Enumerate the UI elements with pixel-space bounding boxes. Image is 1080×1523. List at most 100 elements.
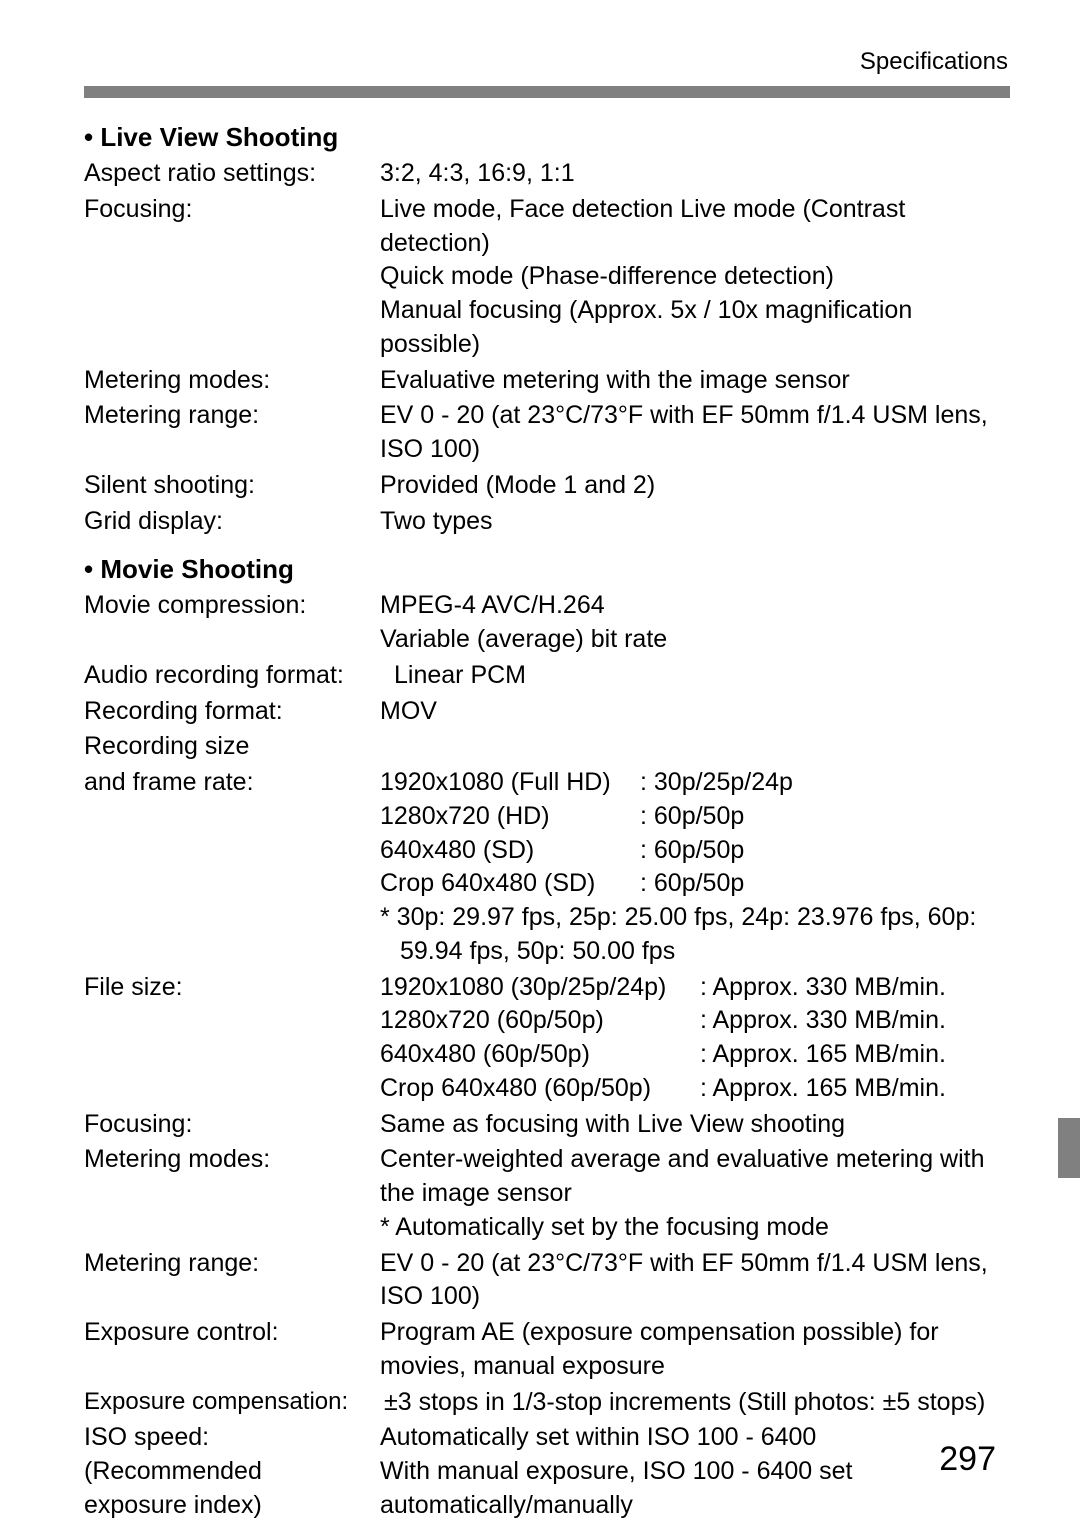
- section-live-view-title: • Live View Shooting: [84, 122, 1010, 153]
- line: EV 0 - 20 (at 23°C/73°F with EF 50mm f/1…: [380, 1247, 1010, 1281]
- c: 1280x720 (60p/50p): [380, 1004, 700, 1038]
- value: Automatically set within ISO 100 - 6400 …: [380, 1421, 1010, 1522]
- line: ISO speed:: [84, 1421, 380, 1455]
- c: : 30p/25p/24p: [640, 766, 793, 800]
- label: Focusing:: [84, 193, 380, 227]
- label: and frame rate:: [84, 766, 380, 800]
- row-exposure-control: Exposure control: Program AE (exposure c…: [84, 1316, 1010, 1384]
- label: Focusing:: [84, 1108, 380, 1142]
- c: : 60p/50p: [640, 800, 793, 834]
- line: Quick mode (Phase-difference detection): [380, 260, 1010, 294]
- c: : Approx. 330 MB/min.: [700, 1004, 946, 1038]
- line: EV 0 - 20 (at 23°C/73°F with EF 50mm f/1…: [380, 399, 1010, 433]
- row-rec-size-l1: Recording size: [84, 730, 1010, 764]
- row-exposure-comp: Exposure compensation: ±3 stops in 1/3-s…: [84, 1386, 1010, 1420]
- c: 640x480 (60p/50p): [380, 1038, 700, 1072]
- value: MPEG-4 AVC/H.264 Variable (average) bit …: [380, 589, 1010, 657]
- row-metering-range: Metering range: EV 0 - 20 (at 23°C/73°F …: [84, 399, 1010, 467]
- label: Aspect ratio settings:: [84, 157, 380, 191]
- header-title: Specifications: [84, 48, 1010, 76]
- line: Variable (average) bit rate: [380, 623, 1010, 657]
- value: EV 0 - 20 (at 23°C/73°F with EF 50mm f/1…: [380, 399, 1010, 467]
- value: ±3 stops in 1/3-stop increments (Still p…: [384, 1386, 1010, 1420]
- side-tab: [1058, 1118, 1080, 1178]
- value: Provided (Mode 1 and 2): [380, 469, 1010, 503]
- c: 640x480 (SD): [380, 834, 640, 868]
- label: Exposure compensation:: [84, 1386, 384, 1418]
- label: Movie compression:: [84, 589, 380, 623]
- line: automatically/manually: [380, 1489, 1010, 1523]
- label: Metering range:: [84, 399, 380, 433]
- c: : 60p/50p: [640, 834, 793, 868]
- value: MOV: [380, 695, 1010, 729]
- row-iso: ISO speed: (Recommended exposure index) …: [84, 1421, 1010, 1522]
- section-movie-title: • Movie Shooting: [84, 554, 1010, 585]
- line: exposure index): [84, 1489, 380, 1523]
- line: ISO 100): [380, 433, 1010, 467]
- label: File size:: [84, 971, 380, 1005]
- row-rec-size: and frame rate: 1920x1080 (Full HD): 30p…: [84, 766, 1010, 969]
- label: Audio recording format:: [84, 659, 394, 693]
- value: 1920x1080 (Full HD): 30p/25p/24p 1280x72…: [380, 766, 1010, 969]
- row-m-metering-range: Metering range: EV 0 - 20 (at 23°C/73°F …: [84, 1247, 1010, 1315]
- line: With manual exposure, ISO 100 - 6400 set: [380, 1455, 1010, 1489]
- note: 59.94 fps, 50p: 50.00 fps: [380, 935, 1010, 969]
- note: * 30p: 29.97 fps, 25p: 25.00 fps, 24p: 2…: [380, 901, 1010, 935]
- line: Automatically set within ISO 100 - 6400: [380, 1421, 1010, 1455]
- line: * Automatically set by the focusing mode: [380, 1211, 1010, 1245]
- line: Center-weighted average and evaluative m…: [380, 1143, 1010, 1177]
- label: Metering modes:: [84, 364, 380, 398]
- row-grid: Grid display: Two types: [84, 505, 1010, 539]
- line: movies, manual exposure: [380, 1350, 1010, 1384]
- c: 1920x1080 (Full HD): [380, 766, 640, 800]
- row-metering-modes: Metering modes: Evaluative metering with…: [84, 364, 1010, 398]
- value: Two types: [380, 505, 1010, 539]
- value: EV 0 - 20 (at 23°C/73°F with EF 50mm f/1…: [380, 1247, 1010, 1315]
- row-m-focusing: Focusing: Same as focusing with Live Vie…: [84, 1108, 1010, 1142]
- line: MPEG-4 AVC/H.264: [380, 589, 1010, 623]
- file-size-table: 1920x1080 (30p/25p/24p): Approx. 330 MB/…: [380, 971, 946, 1106]
- line: Live mode, Face detection Live mode (Con…: [380, 193, 1010, 261]
- line: Manual focusing (Approx. 5x / 10x magnif…: [380, 294, 1010, 362]
- value: Evaluative metering with the image senso…: [380, 364, 1010, 398]
- line: the image sensor: [380, 1177, 1010, 1211]
- label: ISO speed: (Recommended exposure index): [84, 1421, 380, 1522]
- label: Grid display:: [84, 505, 380, 539]
- c: : 60p/50p: [640, 867, 793, 901]
- rec-size-table: 1920x1080 (Full HD): 30p/25p/24p 1280x72…: [380, 766, 793, 901]
- value: 1920x1080 (30p/25p/24p): Approx. 330 MB/…: [380, 971, 1010, 1106]
- c: 1920x1080 (30p/25p/24p): [380, 971, 700, 1005]
- row-file-size: File size: 1920x1080 (30p/25p/24p): Appr…: [84, 971, 1010, 1106]
- row-compression: Movie compression: MPEG-4 AVC/H.264 Vari…: [84, 589, 1010, 657]
- row-rec-format: Recording format: MOV: [84, 695, 1010, 729]
- page-number: 297: [939, 1440, 996, 1479]
- label: Metering range:: [84, 1247, 380, 1281]
- page: Specifications • Live View Shooting Aspe…: [0, 0, 1080, 1521]
- label: Exposure control:: [84, 1316, 380, 1350]
- line: (Recommended: [84, 1455, 380, 1489]
- value: Linear PCM: [394, 659, 1010, 693]
- row-audio: Audio recording format: Linear PCM: [84, 659, 1010, 693]
- label: Recording format:: [84, 695, 380, 729]
- value: Program AE (exposure compensation possib…: [380, 1316, 1010, 1384]
- row-focusing: Focusing: Live mode, Face detection Live…: [84, 193, 1010, 362]
- line: Program AE (exposure compensation possib…: [380, 1316, 1010, 1350]
- c: : Approx. 330 MB/min.: [700, 971, 946, 1005]
- value: 3:2, 4:3, 16:9, 1:1: [380, 157, 1010, 191]
- label: Metering modes:: [84, 1143, 380, 1177]
- c: Crop 640x480 (SD): [380, 867, 640, 901]
- row-aspect-ratio: Aspect ratio settings: 3:2, 4:3, 16:9, 1…: [84, 157, 1010, 191]
- value: Center-weighted average and evaluative m…: [380, 1143, 1010, 1244]
- row-m-metering-modes: Metering modes: Center-weighted average …: [84, 1143, 1010, 1244]
- c: Crop 640x480 (60p/50p): [380, 1072, 700, 1106]
- label: Recording size: [84, 730, 380, 764]
- line: ISO 100): [380, 1280, 1010, 1314]
- c: : Approx. 165 MB/min.: [700, 1038, 946, 1072]
- c: : Approx. 165 MB/min.: [700, 1072, 946, 1106]
- header-rule: [84, 86, 1010, 98]
- label: Silent shooting:: [84, 469, 380, 503]
- row-silent: Silent shooting: Provided (Mode 1 and 2): [84, 469, 1010, 503]
- value: Same as focusing with Live View shooting: [380, 1108, 1010, 1142]
- c: 1280x720 (HD): [380, 800, 640, 834]
- value: Live mode, Face detection Live mode (Con…: [380, 193, 1010, 362]
